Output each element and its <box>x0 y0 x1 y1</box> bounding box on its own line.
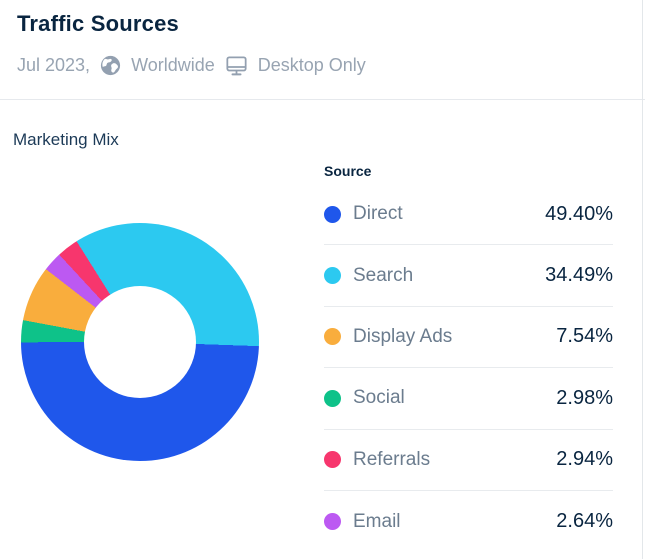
header-divider <box>0 99 645 100</box>
legend-rows: Direct 49.40% Search 34.49% Display Ads 7.54%… <box>324 184 613 552</box>
globe-icon <box>99 54 122 77</box>
legend-row-display-ads[interactable]: Display Ads 7.54% <box>324 307 613 369</box>
legend-value: 34.49% <box>545 264 613 287</box>
legend-row-referrals[interactable]: Referrals 2.94% <box>324 430 613 491</box>
legend-row-search[interactable]: Search 34.49% <box>324 245 613 307</box>
legend-color-dot <box>324 513 341 531</box>
legend-table: Source Direct 49.40% Search 34.49% Display A… <box>324 162 613 552</box>
device-label: Desktop Only <box>257 54 366 75</box>
report-filters: Jul 2023, Worldwide Desktop Only <box>17 51 366 79</box>
legend-value: 7.54% <box>556 325 613 348</box>
legend-value: 2.64% <box>556 510 613 533</box>
legend-value: 2.94% <box>556 448 613 471</box>
legend-color-dot <box>324 451 341 469</box>
period-label: Jul 2023, <box>17 54 91 75</box>
legend-label: Referrals <box>353 448 431 470</box>
marketing-mix-donut-chart[interactable] <box>21 223 259 461</box>
legend-color-dot <box>324 205 341 223</box>
legend-row-social[interactable]: Social 2.98% <box>324 368 613 430</box>
legend-label: Social <box>353 387 405 409</box>
donut-hole <box>84 286 196 398</box>
desktop-monitor-icon <box>224 53 249 78</box>
legend-row-direct[interactable]: Direct 49.40% <box>324 184 613 246</box>
legend-label: Direct <box>353 203 403 225</box>
legend-label: Search <box>353 264 414 286</box>
legend-color-dot <box>324 328 341 346</box>
legend-value: 49.40% <box>545 202 613 225</box>
legend-label: Display Ads <box>353 325 453 347</box>
region-label: Worldwide <box>131 54 215 75</box>
section-title: Marketing Mix <box>13 130 119 149</box>
card-right-border <box>642 0 643 559</box>
legend-header: Source <box>324 163 372 179</box>
legend-value: 2.98% <box>556 386 613 409</box>
legend-color-dot <box>324 389 341 407</box>
page-title: Traffic Sources <box>17 11 179 36</box>
legend-row-email[interactable]: Email 2.64% <box>324 491 613 552</box>
legend-color-dot <box>324 267 341 285</box>
legend-label: Email <box>353 510 401 532</box>
